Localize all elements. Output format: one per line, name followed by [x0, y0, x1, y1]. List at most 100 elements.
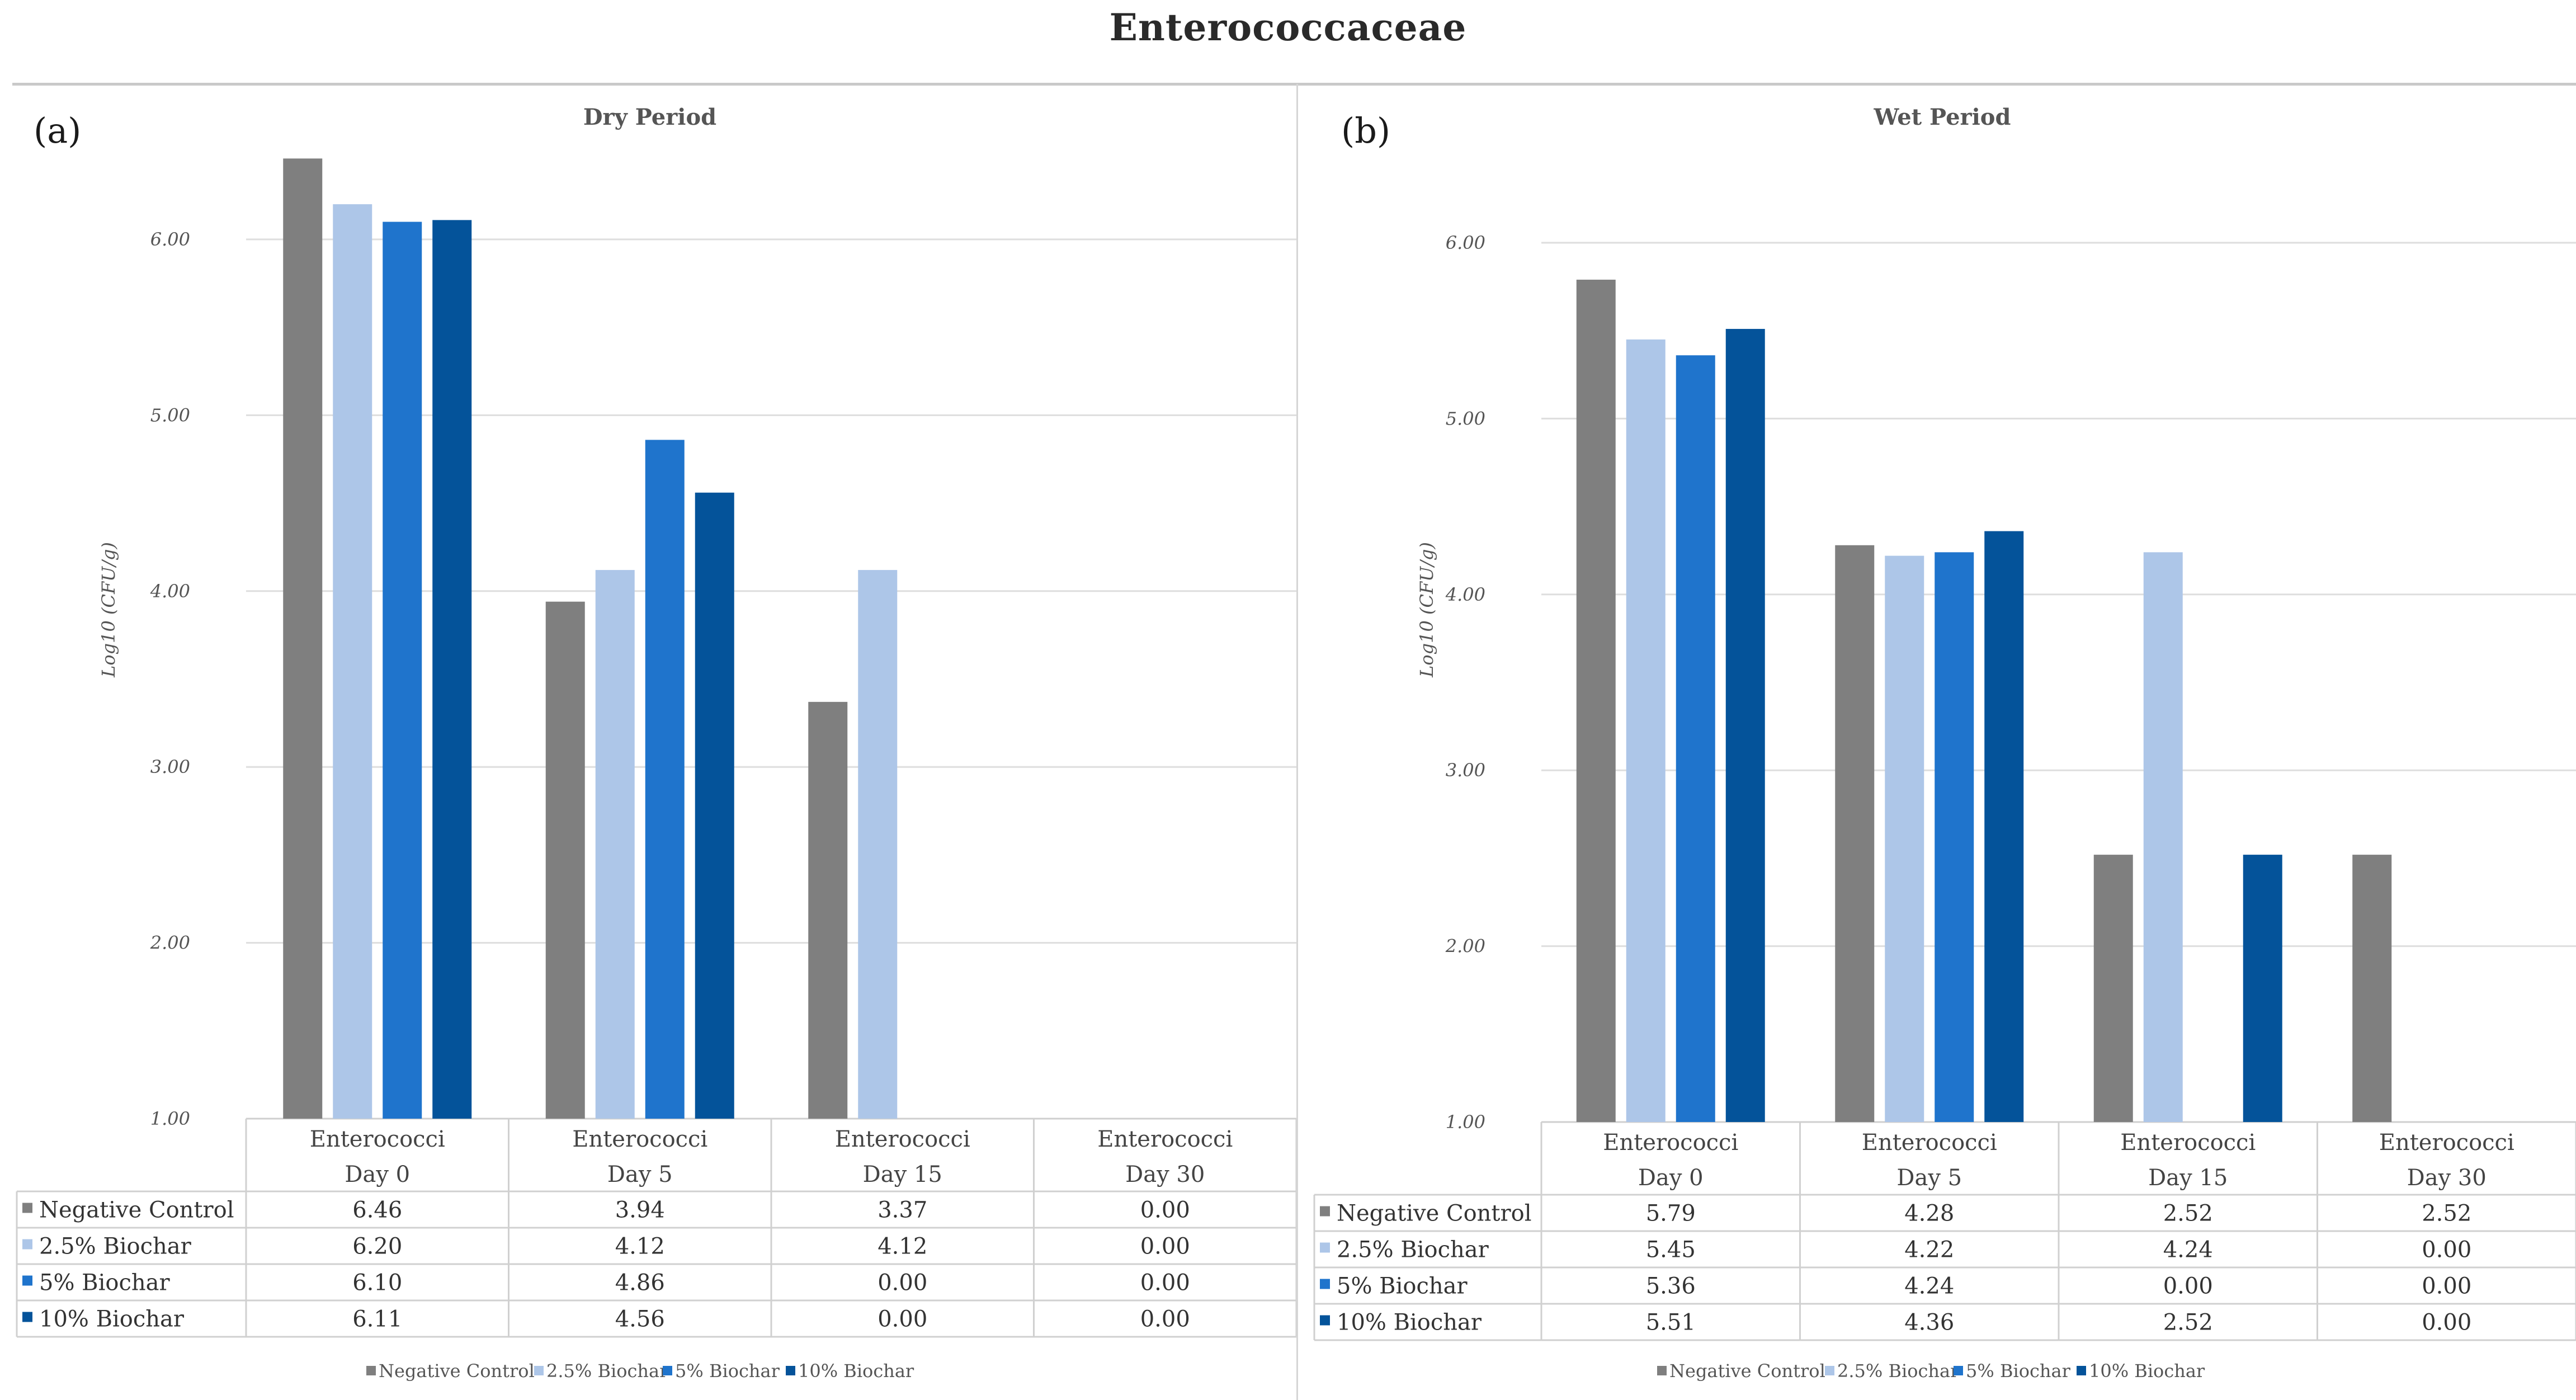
- data-label: 6.20: [352, 1234, 402, 1260]
- data-label: 0.00: [1140, 1307, 1190, 1332]
- bar: [2243, 855, 2282, 1122]
- data-label: 4.28: [1904, 1201, 1954, 1227]
- bar: [1626, 339, 1666, 1122]
- chart-dry-period: Dry Period (a) 1.00 2.00 3.00 4.00 5.00 6.00 Log…: [16, 104, 1296, 1382]
- legend-swatch: [1954, 1366, 1963, 1375]
- y-tick-label: 2.00: [150, 932, 190, 954]
- data-label: 0.00: [1140, 1270, 1190, 1296]
- data-label: 2.52: [2422, 1201, 2471, 1227]
- data-label: 2.52: [2163, 1201, 2213, 1227]
- legend-swatch: [366, 1366, 376, 1375]
- x-category-label: Enterococci: [2120, 1130, 2256, 1156]
- y-tick-label: 4.00: [150, 581, 190, 602]
- x-category-label: Day 0: [345, 1162, 410, 1187]
- title-divider: [12, 83, 2576, 86]
- x-category-label: Enterococci: [310, 1126, 445, 1152]
- data-label: 4.24: [2163, 1237, 2213, 1263]
- y-tick-label: 3.00: [150, 756, 190, 777]
- bar: [432, 220, 472, 1119]
- bar: [595, 570, 635, 1119]
- x-category-label: Enterococci: [1603, 1130, 1738, 1156]
- x-category-label: Enterococci: [1097, 1126, 1233, 1152]
- table-row-label: 5% Biochar: [1337, 1274, 1468, 1299]
- table-row-label: 10% Biochar: [39, 1307, 185, 1332]
- table-row-label: Negative Control: [39, 1198, 234, 1223]
- legend-swatch: [663, 1366, 672, 1375]
- table-legend-key: [22, 1239, 32, 1250]
- x-category-label: Day 15: [2148, 1165, 2228, 1191]
- legend-label: 10% Biochar: [798, 1360, 914, 1382]
- x-category-label: Enterococci: [572, 1126, 707, 1152]
- y-tick-label: 3.00: [1446, 760, 1485, 781]
- data-label: 4.86: [615, 1270, 665, 1296]
- y-tick-label: 6.00: [1446, 232, 1485, 253]
- legend-swatch: [1825, 1366, 1834, 1375]
- chart-title: Wet Period: [1874, 104, 2011, 130]
- bar: [1885, 555, 1924, 1122]
- bar: [858, 570, 898, 1119]
- bar: [545, 601, 585, 1119]
- legend-label: 2.5% Biochar: [1837, 1360, 1959, 1382]
- bar: [1576, 280, 1616, 1123]
- legend-label: 10% Biochar: [2089, 1360, 2205, 1382]
- legend-swatch: [786, 1366, 795, 1375]
- data-label: 4.22: [1904, 1237, 1954, 1263]
- x-category-label: Day 5: [607, 1162, 673, 1187]
- data-label: 6.10: [352, 1270, 402, 1296]
- data-label: 0.00: [2422, 1237, 2471, 1263]
- data-label: 4.12: [615, 1234, 665, 1260]
- bar: [1835, 545, 1875, 1122]
- table-row-label: 10% Biochar: [1337, 1310, 1482, 1336]
- data-label: 0.00: [877, 1270, 927, 1296]
- bar: [2093, 855, 2133, 1122]
- data-label: 3.37: [877, 1198, 927, 1223]
- table-legend-key: [22, 1203, 32, 1213]
- data-label: 3.94: [615, 1198, 665, 1223]
- bar: [283, 158, 323, 1119]
- data-label: 2.52: [2163, 1310, 2213, 1336]
- y-tick-label: 5.00: [1446, 408, 1485, 429]
- bar: [695, 492, 734, 1119]
- y-tick-label: 5.00: [150, 404, 190, 426]
- y-tick-label: 1.00: [1446, 1111, 1485, 1133]
- y-tick-label: 4.00: [1445, 584, 1485, 605]
- legend-label: Negative Control: [379, 1360, 535, 1382]
- bar: [645, 440, 685, 1119]
- x-category-label: Day 30: [1125, 1162, 1205, 1187]
- panel-label: (a): [34, 110, 81, 151]
- table-legend-key: [22, 1312, 32, 1322]
- data-label: 5.79: [1646, 1201, 1696, 1227]
- x-category-label: Day 0: [1638, 1165, 1704, 1191]
- legend-label: Negative Control: [1669, 1360, 1825, 1382]
- table-legend-key: [22, 1275, 32, 1286]
- data-label: 4.12: [877, 1234, 927, 1260]
- data-label: 6.11: [352, 1307, 402, 1332]
- bar: [1725, 329, 1765, 1122]
- bar: [333, 204, 372, 1119]
- x-category-label: Enterococci: [1862, 1130, 1997, 1156]
- legend-swatch: [534, 1366, 544, 1375]
- data-label: 5.45: [1646, 1237, 1696, 1263]
- table-row-label: 5% Biochar: [39, 1270, 170, 1296]
- panel-label: (b): [1341, 110, 1390, 151]
- legend-label: 5% Biochar: [675, 1360, 780, 1382]
- x-category-label: Enterococci: [2379, 1130, 2514, 1156]
- data-label: 4.24: [1904, 1274, 1954, 1299]
- data-label: 6.46: [352, 1198, 402, 1223]
- chart-wet-period: Wet Period (b) 1.00 2.00 3.00 4.00 5.00 6.00 Log…: [1313, 104, 2576, 1382]
- data-label: 0.00: [1140, 1234, 1190, 1260]
- y-axis-label: Log10 (CFU/g): [98, 542, 119, 678]
- x-category-label: Day 5: [1896, 1165, 1962, 1191]
- data-label: 4.36: [1904, 1310, 1954, 1336]
- table-row-label: Negative Control: [1337, 1201, 1532, 1227]
- y-tick-label: 1.00: [150, 1108, 190, 1129]
- x-category-label: Enterococci: [835, 1126, 970, 1152]
- data-label: 0.00: [1140, 1198, 1190, 1223]
- bar: [1935, 552, 1974, 1122]
- x-category-label: Day 30: [2407, 1165, 2487, 1191]
- legend-swatch: [1657, 1366, 1667, 1375]
- data-label: 0.00: [2163, 1274, 2213, 1299]
- data-label: 5.51: [1646, 1310, 1696, 1336]
- table-row-label: 2.5% Biochar: [39, 1234, 192, 1260]
- table-legend-key: [1320, 1315, 1330, 1326]
